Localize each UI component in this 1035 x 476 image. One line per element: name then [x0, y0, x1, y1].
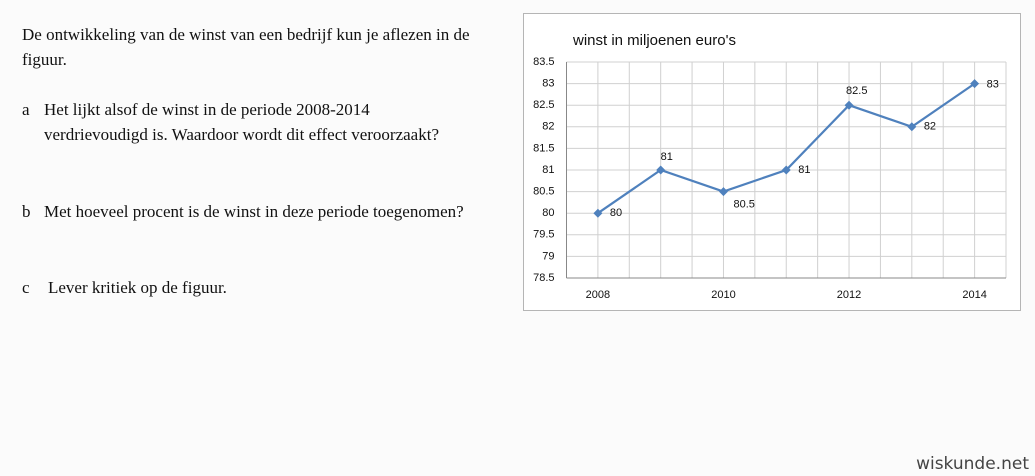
intro: De ontwikkeling van de winst van een bed…	[22, 25, 470, 69]
data-label: 81	[798, 164, 810, 176]
point-marker	[593, 208, 603, 218]
x-tick-label: 2012	[837, 289, 861, 301]
y-tick-label: 82	[542, 121, 554, 133]
data-label: 82.5	[846, 85, 867, 97]
data-label: 81	[661, 151, 673, 163]
question-text: Lever kritiek op de figuur.	[48, 278, 227, 297]
point-marker	[844, 100, 854, 110]
question-letter: a	[22, 100, 30, 119]
watermark: wiskunde.net	[916, 454, 1029, 474]
y-tick-label: 81	[542, 164, 554, 176]
y-tick-label: 79	[542, 250, 554, 262]
y-tick-label: 81.5	[533, 142, 554, 154]
point-marker	[970, 79, 980, 89]
y-tick-label: 78.5	[533, 272, 554, 284]
y-tick-label: 83	[542, 78, 554, 90]
point-marker	[907, 122, 917, 132]
question-text: Met hoeveel procent is de winst in deze …	[44, 202, 464, 221]
chart-frame	[523, 13, 1021, 311]
chart-title: winst in miljoenen euro's	[572, 32, 736, 49]
data-label: 80.5	[733, 199, 754, 211]
y-tick-label: 79.5	[533, 229, 554, 241]
y-tick-label: 80	[542, 207, 554, 219]
point-marker	[656, 165, 666, 175]
x-tick-label: 2008	[586, 289, 610, 301]
y-tick-label: 83.5	[533, 56, 554, 68]
y-tick-label: 82.5	[533, 99, 554, 111]
point-marker	[718, 187, 728, 197]
question-letter: c	[22, 278, 30, 297]
y-tick-label: 80.5	[533, 186, 554, 198]
data-label: 83	[987, 79, 999, 91]
question-letter: b	[22, 202, 31, 221]
question-text: Het lijkt alsof de winst in de periode 2…	[44, 100, 439, 144]
data-label: 80	[610, 207, 622, 219]
point-marker	[781, 165, 791, 175]
x-tick-label: 2014	[962, 289, 986, 301]
x-tick-label: 2010	[711, 289, 735, 301]
data-label: 82	[924, 121, 936, 133]
